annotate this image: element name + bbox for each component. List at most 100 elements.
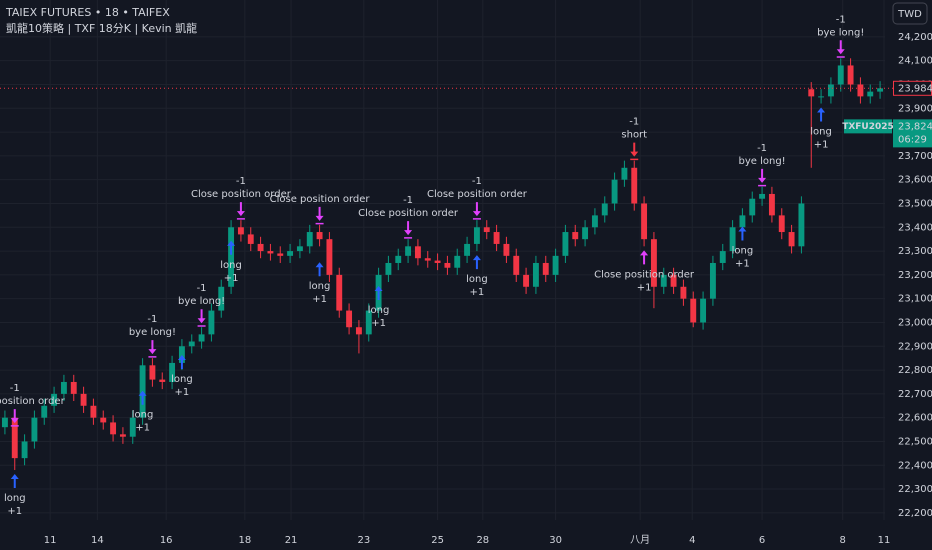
- candle-body: [759, 193, 766, 199]
- signal-label: -1: [472, 176, 482, 187]
- x-tick-label: 8: [840, 535, 846, 546]
- signal-arrow: [836, 40, 845, 58]
- x-tick-label: 6: [759, 535, 765, 546]
- candle-body: [355, 327, 362, 335]
- candle-body: [31, 417, 38, 442]
- candle-body: [129, 417, 136, 437]
- currency-label[interactable]: TWD: [897, 9, 922, 20]
- price-tag-label: 23,984: [898, 83, 932, 94]
- signal-arrow: [227, 240, 236, 255]
- x-tick-label: 23: [357, 535, 370, 546]
- symbol-line: TAIEX FUTURES • 18 • TAIFEX: [5, 6, 170, 19]
- candle-body: [493, 232, 500, 244]
- signal-label: -1: [10, 383, 20, 394]
- candle-body: [513, 255, 520, 275]
- y-tick-label: 23,900: [898, 103, 932, 114]
- signal-arrow: [315, 206, 324, 225]
- candle-body: [365, 310, 372, 335]
- signal-label: Close position order: [270, 194, 371, 205]
- candle-body: [267, 251, 274, 254]
- y-tick-label: 22,500: [898, 436, 932, 447]
- signal-label: Close position order: [427, 189, 528, 200]
- y-tick-label: 23,100: [898, 294, 932, 305]
- y-tick-label: 23,700: [898, 151, 932, 162]
- candle-body: [857, 84, 864, 97]
- candle-body: [739, 215, 746, 228]
- signal-arrow: [148, 340, 157, 358]
- candle-body: [808, 89, 815, 97]
- currency-button[interactable]: [892, 2, 928, 25]
- candle-body: [70, 381, 77, 394]
- signal-arrow: [472, 255, 481, 270]
- candle-body: [228, 227, 235, 287]
- signal-label: -1: [757, 143, 767, 154]
- signal-arrow: [236, 202, 245, 220]
- candle-body: [188, 341, 195, 347]
- candle-body: [572, 232, 579, 240]
- signal-label: -1: [836, 14, 846, 25]
- candle-body: [798, 203, 805, 247]
- candle-body: [454, 255, 461, 268]
- y-tick-label: 23,300: [898, 246, 932, 257]
- candle-body: [542, 262, 549, 275]
- candle-body: [680, 286, 687, 299]
- x-tick-label: 16: [160, 535, 173, 546]
- candle-body: [346, 310, 353, 328]
- candle-body: [257, 243, 264, 252]
- signal-label: -1: [403, 195, 413, 206]
- signal-label: bye long!: [129, 327, 176, 338]
- strategy-line: 凱龍10策略 | TXF 18分K | Kevin 凱龍: [6, 21, 197, 35]
- signal-label: bye long!: [178, 296, 225, 307]
- candle-body: [473, 227, 480, 244]
- signal-arrow: [177, 355, 186, 370]
- candle-body: [21, 441, 28, 459]
- signal-arrow: [374, 286, 383, 301]
- signal-label: +1: [814, 140, 829, 151]
- candle-body: [11, 417, 18, 459]
- signal-label: long: [466, 274, 488, 285]
- x-tick-label: 14: [91, 535, 104, 546]
- signal-arrow: [10, 474, 19, 489]
- candle-body: [100, 417, 107, 423]
- axes: 22,200 22,300 22,400 22,500 22,600 22,700 22,8…: [44, 32, 932, 546]
- y-tick-label: 23,200: [898, 270, 932, 281]
- candle-body: [237, 227, 244, 235]
- signal-arrow: [472, 202, 481, 220]
- candle-body: [119, 434, 126, 437]
- candle-body: [218, 286, 225, 311]
- y-tick-label: 22,200: [898, 508, 932, 519]
- candle-body: [552, 255, 559, 275]
- candle-body: [778, 215, 785, 233]
- signal-arrow: [640, 250, 649, 265]
- y-tick-label: 22,800: [898, 365, 932, 376]
- candle-body: [326, 239, 333, 275]
- plot-area: long +1 -1 Close position order long +1 -1 bye …: [0, 14, 893, 517]
- candle-body: [385, 262, 392, 275]
- x-tick-label: 11: [44, 535, 57, 546]
- price-tag-label: 23,824: [898, 121, 932, 132]
- candle-body: [621, 167, 628, 180]
- signal-label: +1: [735, 259, 750, 270]
- candle-body: [523, 274, 530, 287]
- signal-arrow: [138, 390, 147, 405]
- y-tick-label: 22,300: [898, 484, 932, 495]
- y-tick-label: 23,600: [898, 175, 932, 186]
- candle-body: [768, 193, 775, 216]
- signal-label: +1: [175, 387, 190, 398]
- y-tick-label: 23,000: [898, 317, 932, 328]
- signal-label: Close position order: [594, 269, 695, 280]
- candle-body: [582, 227, 589, 240]
- candle-body: [80, 393, 87, 406]
- candle-body: [670, 274, 677, 287]
- candle-body: [169, 362, 176, 382]
- signal-label: long: [4, 493, 26, 504]
- grid: [0, 0, 885, 520]
- signal-label: +1: [637, 282, 652, 293]
- signal-label: Close position order: [0, 396, 66, 407]
- signal-label: bye long!: [738, 156, 785, 167]
- x-tick-label: 21: [285, 535, 298, 546]
- countdown-label: 06:29: [898, 134, 927, 145]
- candle-body: [159, 379, 166, 382]
- candle-body: [837, 65, 844, 85]
- signal-label: +1: [224, 273, 239, 284]
